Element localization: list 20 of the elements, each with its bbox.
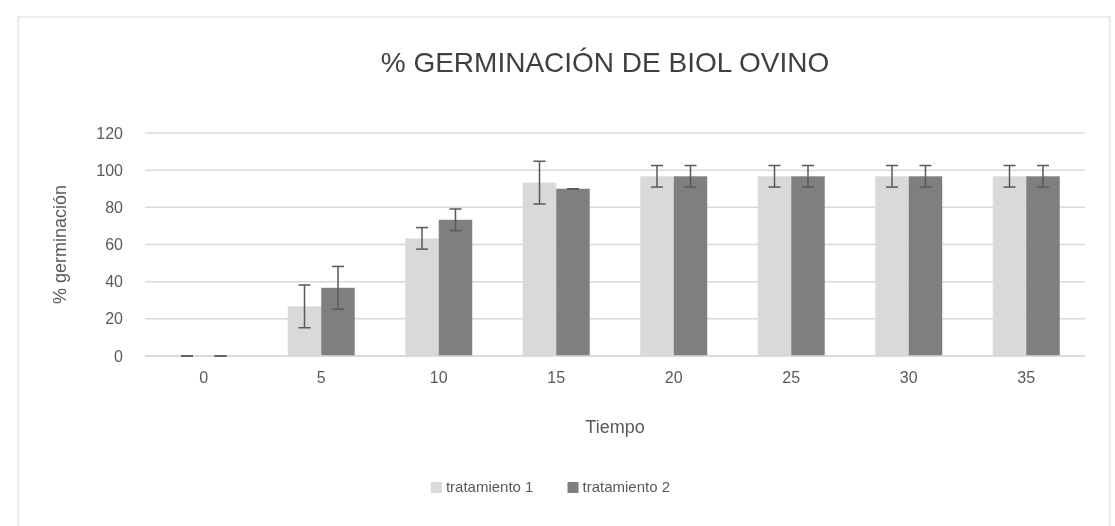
x-tick-label: 35 <box>1017 369 1036 386</box>
y-tick-label: 20 <box>105 310 124 328</box>
x-tick-label: 10 <box>429 369 448 386</box>
legend-label: tratamiento 1 <box>445 478 534 495</box>
chart-title: % GERMINACIÓN DE BIOL OVINO <box>380 47 830 78</box>
x-tick-label: 5 <box>316 369 326 386</box>
y-tick-label: 60 <box>105 236 124 254</box>
legend-label: tratamiento 2 <box>582 478 671 495</box>
y-tick-label: 0 <box>114 347 124 365</box>
x-axis-title: Tiempo <box>585 417 645 437</box>
y-tick-label: 80 <box>105 198 124 216</box>
y-tick-label: 120 <box>96 124 124 142</box>
x-tick-label: 25 <box>782 369 801 386</box>
y-tick-label: 40 <box>105 273 124 291</box>
y-axis-title: % germinación <box>50 184 70 305</box>
x-tick-label: 15 <box>547 369 566 386</box>
x-tick-label: 20 <box>664 369 683 386</box>
x-tick-label: 30 <box>899 369 918 386</box>
x-tick-label: 0 <box>199 369 209 386</box>
y-tick-label: 100 <box>96 161 124 179</box>
